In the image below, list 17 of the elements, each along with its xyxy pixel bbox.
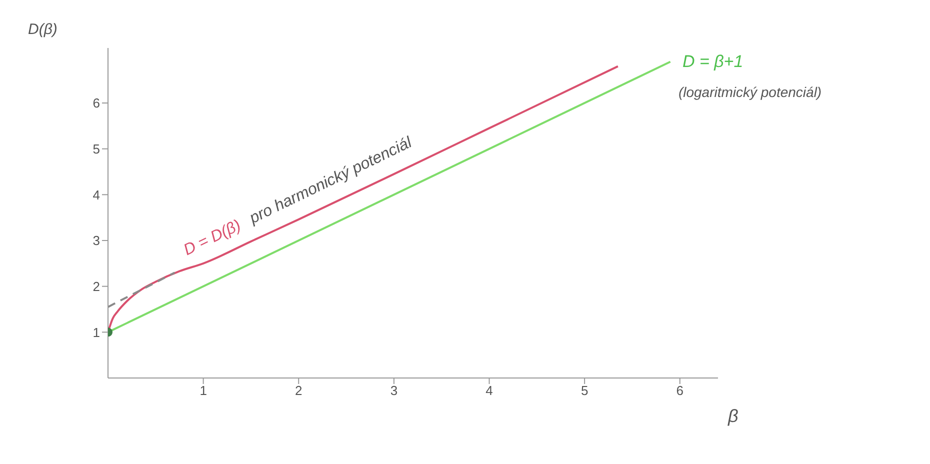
x-tick-label: 2 — [295, 383, 302, 398]
x-tick-label: 4 — [486, 383, 493, 398]
y-axis-title: D(β) — [28, 21, 58, 38]
y-tick-label: 6 — [92, 96, 100, 111]
x-axis-title: β — [727, 406, 738, 426]
y-tick-label: 2 — [92, 278, 100, 294]
y-tick-label: 5 — [92, 141, 100, 156]
x-tick-label: 6 — [676, 383, 684, 398]
y-tick-label: 3 — [92, 233, 100, 248]
annotation: (logaritmický potenciál) — [678, 84, 822, 100]
x-tick-label: 3 — [390, 383, 398, 398]
series-label: D = β+1 — [682, 52, 744, 71]
x-tick-label: 1 — [200, 383, 207, 398]
x-tick-label: 5 — [580, 383, 588, 398]
y-tick-label: 4 — [92, 187, 100, 202]
text: D = D(β) — [181, 217, 244, 260]
y-tick-label: 1 — [92, 324, 100, 340]
